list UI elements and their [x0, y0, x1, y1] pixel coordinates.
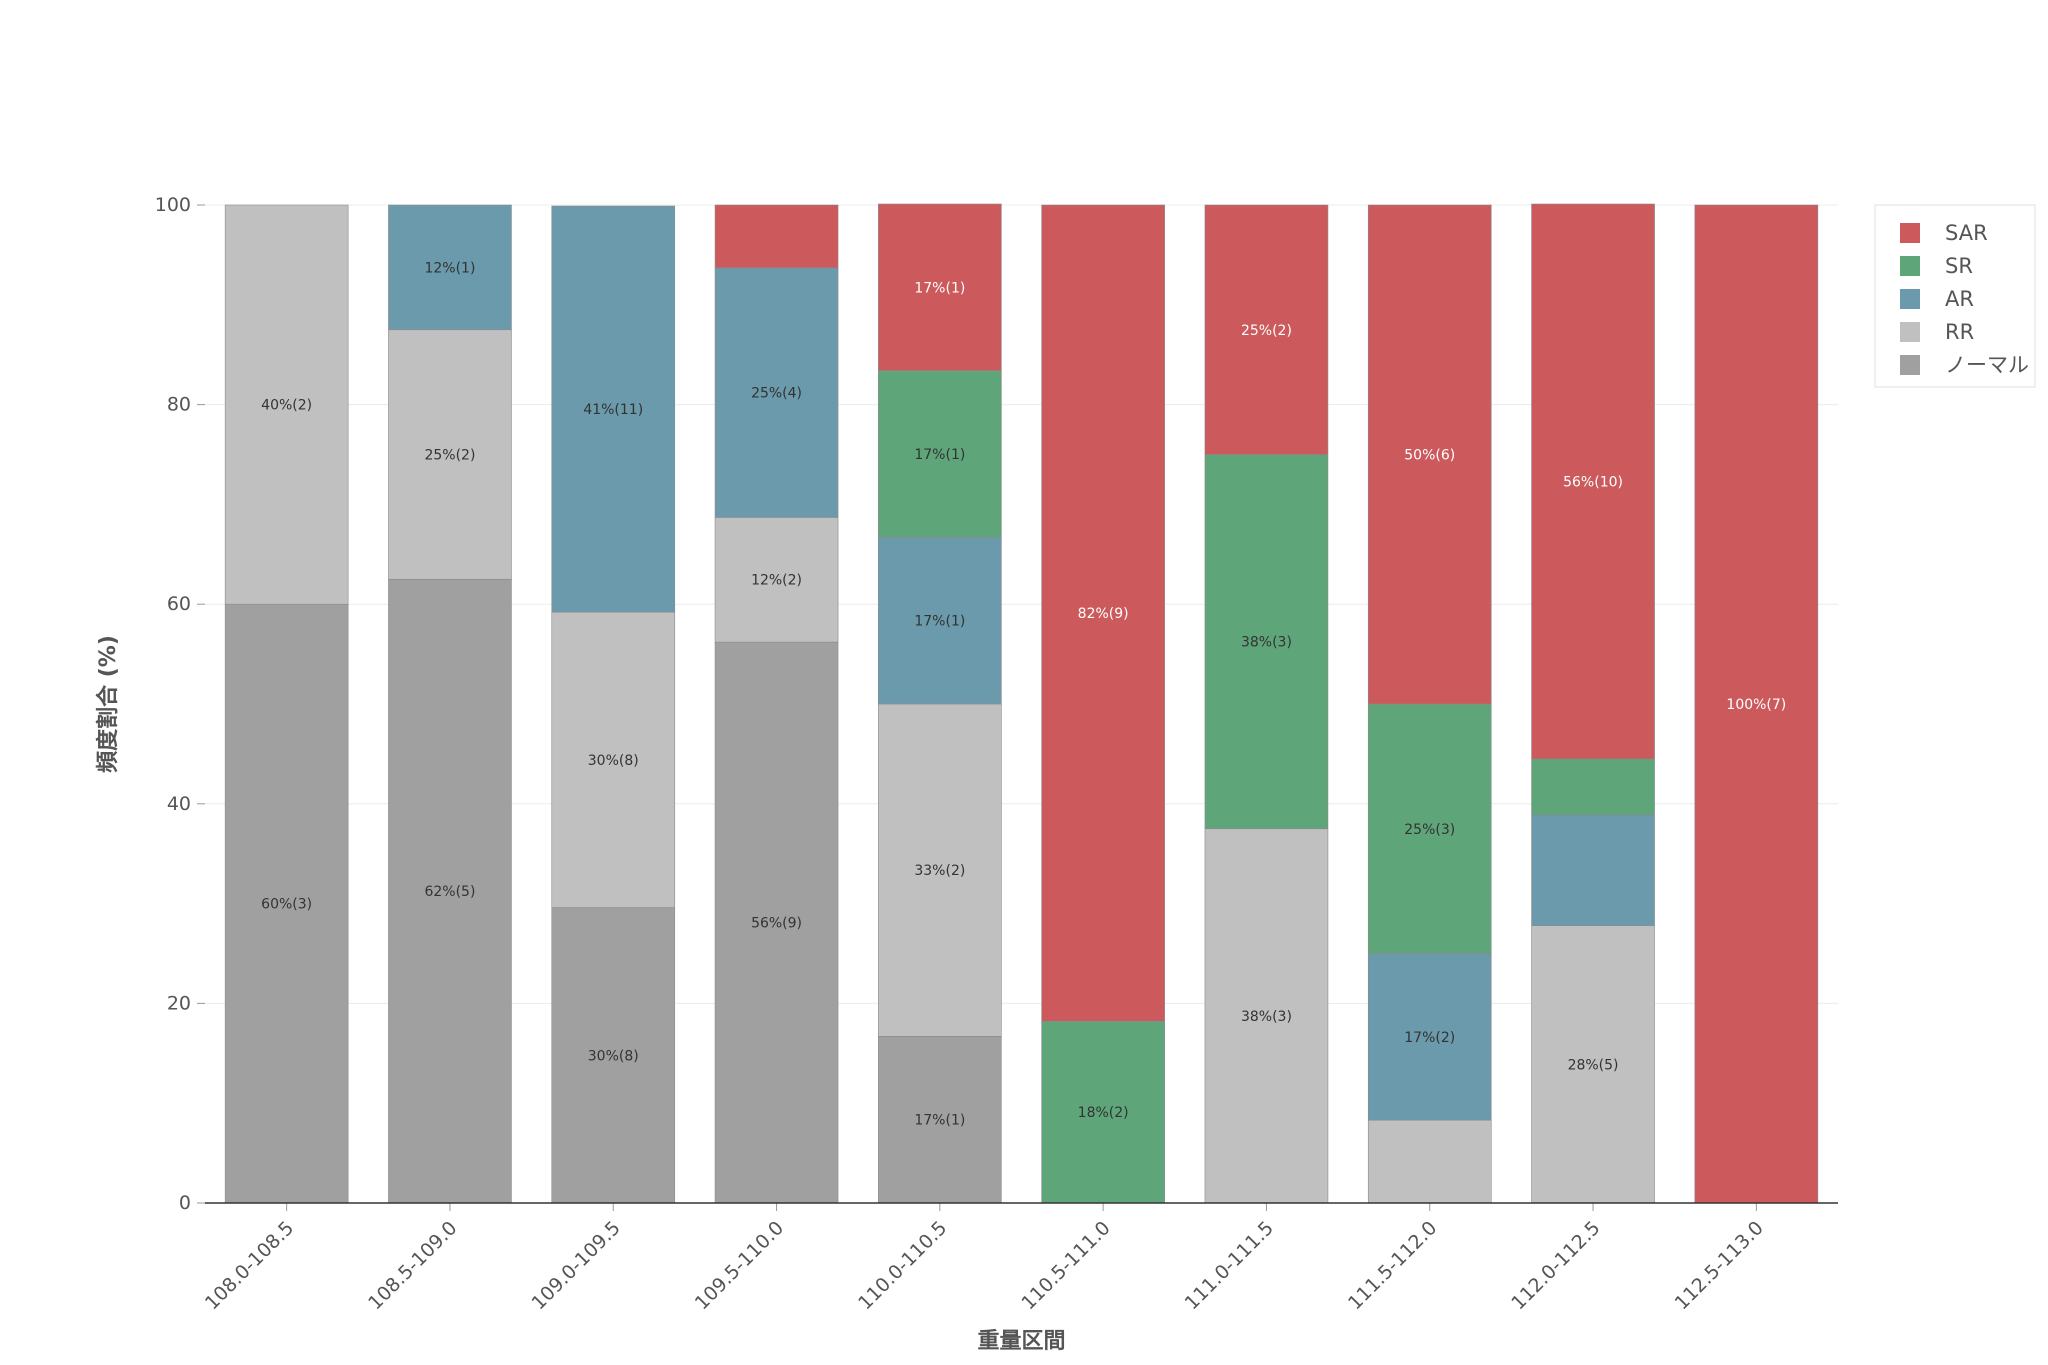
bar-segment	[1204, 454, 1329, 830]
bar-segment	[551, 907, 676, 1204]
bar-data-label: 82%(9)	[1078, 606, 1129, 622]
x-axis-title: 重量区間	[977, 1329, 1065, 1354]
legend-label: RR	[1945, 320, 1974, 344]
bar-segment	[1204, 204, 1329, 455]
bar-segment	[388, 204, 512, 331]
bar-data-label: 100%(7)	[1726, 697, 1786, 713]
y-tick-label: 20	[167, 992, 191, 1014]
bar-data-label: 17%(1)	[914, 1113, 965, 1129]
legend-swatch	[1900, 223, 1920, 243]
x-tick-label: 109.5-110.0	[691, 1217, 788, 1314]
bar-data-label: 17%(1)	[914, 280, 965, 296]
bar-data-label: 12%(2)	[751, 573, 802, 589]
bar-segment	[1204, 828, 1329, 1204]
bar-segment	[714, 517, 839, 643]
bar-data-label: 30%(8)	[588, 1048, 639, 1064]
x-tick-label: 108.5-109.0	[364, 1217, 461, 1314]
bar-segment	[1367, 953, 1492, 1121]
bar-segment	[388, 329, 512, 580]
bar-labels: 60%(3) 40%(2) 62%(5) 25%(2) 12%(1) 30%(8) 30%(…	[261, 260, 1786, 1128]
bar-data-label: 25%(3)	[1404, 822, 1455, 838]
bar-data-label: 12%(1)	[424, 260, 475, 276]
bar-segment	[1531, 925, 1655, 1204]
y-tick-label: 80	[167, 394, 191, 416]
bar-segment	[1531, 758, 1655, 816]
legend-label: SAR	[1945, 221, 1988, 245]
bar-segment	[1367, 204, 1492, 705]
bar-data-label: 25%(4)	[751, 386, 802, 402]
legend-label: SR	[1945, 254, 1973, 278]
bar-data-label: 60%(3)	[261, 897, 312, 913]
legend-swatch	[1900, 256, 1920, 276]
bar-segment	[714, 641, 839, 1204]
bar-segment	[878, 370, 1002, 538]
x-tick-label: 112.0-112.5	[1507, 1217, 1604, 1314]
bar-data-label: 56%(10)	[1563, 474, 1623, 490]
bar-segment	[714, 204, 839, 269]
bar-segment	[1041, 204, 1165, 1022]
y-tick-label: 0	[179, 1192, 191, 1214]
x-tick-label: 110.5-111.0	[1017, 1217, 1114, 1314]
bar-data-label: 38%(3)	[1241, 635, 1292, 651]
x-tick-label: 111.0-111.5	[1181, 1217, 1278, 1314]
y-tick-label: 60	[167, 593, 191, 615]
bar-segment	[1694, 204, 1819, 1204]
bar-data-label: 25%(2)	[1241, 323, 1292, 339]
bar-segment	[1041, 1021, 1165, 1204]
bar-data-label: 28%(5)	[1568, 1057, 1619, 1073]
bar-segment	[388, 578, 512, 1204]
x-tick-label: 108.0-108.5	[201, 1217, 298, 1314]
legend-swatch	[1900, 322, 1920, 342]
bar-data-label: 62%(5)	[424, 884, 475, 900]
y-tick-label: 100	[155, 194, 191, 216]
bar-data-label: 30%(8)	[588, 753, 639, 769]
legend-swatch	[1900, 289, 1920, 309]
bar-data-label: 17%(2)	[1404, 1030, 1455, 1046]
bar-segment	[1367, 1119, 1492, 1204]
bar-segment	[1531, 814, 1655, 926]
bar-data-label: 50%(6)	[1404, 448, 1455, 464]
bar-data-label: 40%(2)	[261, 398, 312, 414]
legend: SAR SR AR RR ノーマル	[1874, 204, 2036, 388]
bar-segment	[224, 603, 349, 1204]
x-tick-label: 109.0-109.5	[527, 1217, 624, 1314]
x-tick-label: 110.0-110.5	[854, 1217, 951, 1314]
bar-segment	[878, 203, 1002, 371]
bar-segment	[551, 611, 676, 908]
y-axis-title: 頻度割合 (%)	[95, 635, 121, 773]
bar-data-label: 17%(1)	[914, 614, 965, 630]
bar-data-label: 33%(2)	[914, 863, 965, 879]
bar-segment	[714, 267, 839, 518]
legend-label: ノーマル	[1945, 353, 2029, 377]
bar-segment	[1367, 703, 1492, 954]
bar-segment	[551, 205, 676, 613]
bar-segment	[1531, 203, 1655, 760]
y-tick-label: 40	[167, 793, 191, 815]
bar-data-label: 41%(11)	[583, 402, 643, 418]
legend-swatch	[1900, 355, 1920, 375]
bar-segment	[224, 204, 349, 605]
legend-label: AR	[1945, 287, 1974, 311]
bar-data-label: 25%(2)	[424, 448, 475, 464]
bar-data-label: 56%(9)	[751, 916, 802, 932]
x-tick-label: 111.5-112.0	[1344, 1217, 1441, 1314]
bar-segment	[878, 1036, 1002, 1204]
bar-segment	[878, 703, 1002, 1037]
bar-data-label: 17%(1)	[914, 447, 965, 463]
bars	[224, 203, 1819, 1204]
bar-data-label: 18%(2)	[1078, 1105, 1129, 1121]
x-tick-label: 112.5-113.0	[1671, 1217, 1768, 1314]
bar-data-label: 38%(3)	[1241, 1009, 1292, 1025]
bar-segment	[878, 537, 1002, 705]
